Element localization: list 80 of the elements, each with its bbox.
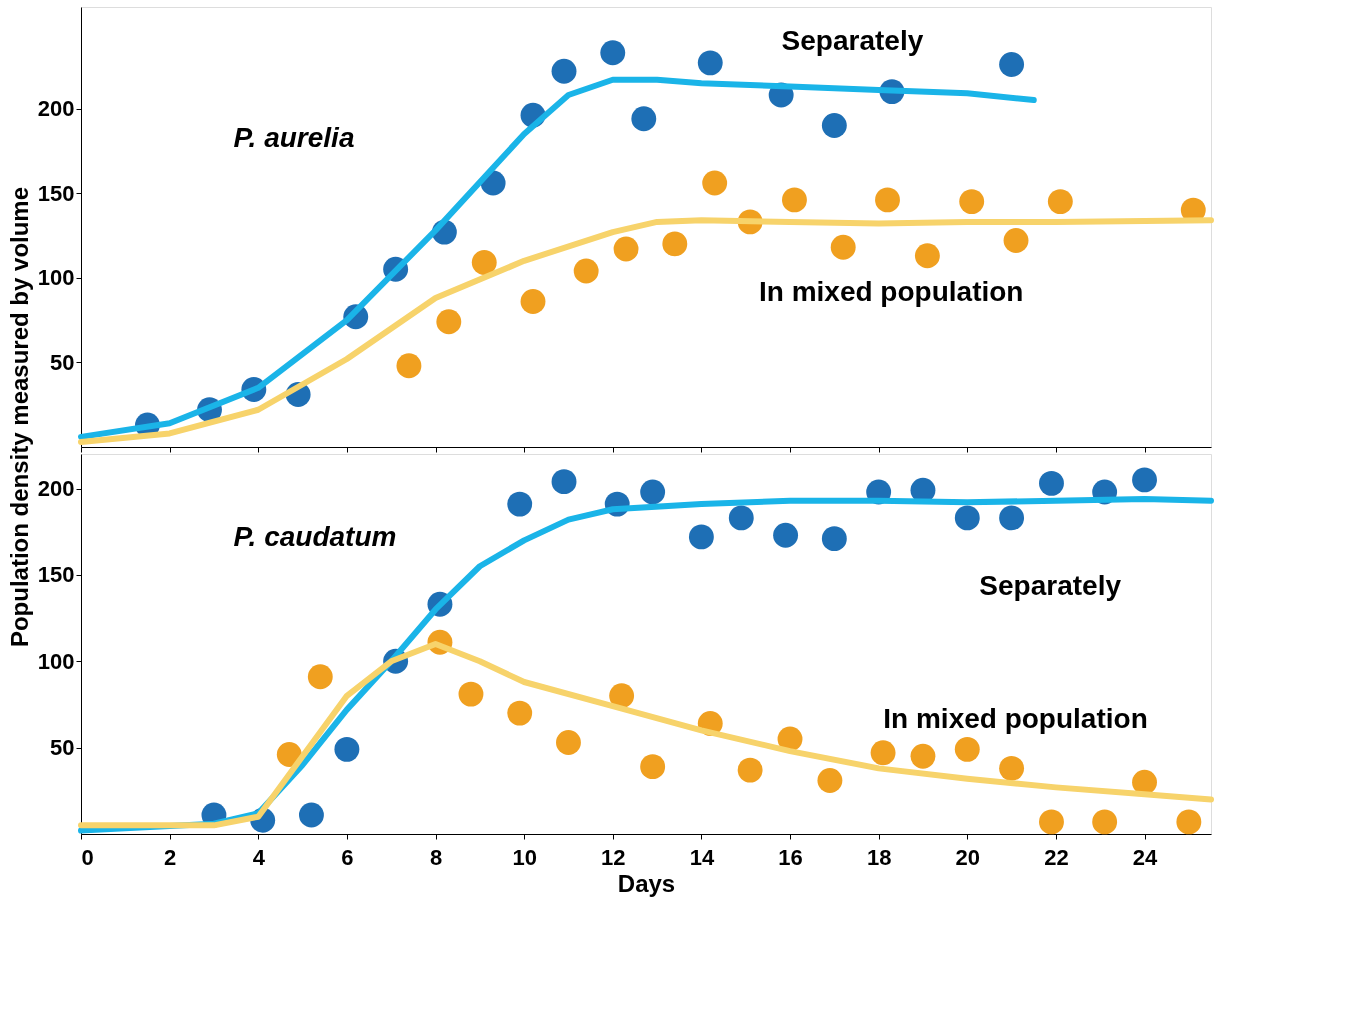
y-tick-label: 200 [37, 476, 75, 502]
point [821, 113, 847, 138]
annotation: Separately [979, 570, 1122, 601]
point [556, 730, 581, 755]
annotation: In mixed population [759, 276, 1024, 307]
point [396, 353, 422, 379]
point [999, 755, 1025, 781]
point [1132, 769, 1157, 795]
point [830, 234, 856, 260]
point [821, 526, 847, 552]
point [1003, 228, 1029, 253]
y-tick-label: 150 [37, 180, 75, 206]
point [688, 524, 714, 550]
x-tick-label: 24 [1132, 844, 1159, 870]
x-axis-title: Days [617, 869, 676, 897]
point [1176, 809, 1202, 835]
point [999, 52, 1025, 77]
point [640, 479, 666, 505]
point [999, 505, 1025, 531]
x-tick-label: 18 [866, 844, 892, 870]
y-tick-label: 100 [37, 265, 75, 291]
x-tick-label: 0 [81, 844, 94, 870]
x-tick-label: 2 [164, 844, 177, 870]
point [954, 736, 980, 762]
point [551, 469, 577, 495]
point [1132, 467, 1157, 493]
point [1092, 809, 1118, 835]
y-tick-label: 100 [37, 648, 75, 674]
point [507, 700, 533, 726]
x-tick-label: 16 [778, 844, 803, 870]
point [662, 231, 688, 257]
point [954, 505, 980, 531]
point [307, 664, 333, 690]
annotation: P. aurelia [233, 122, 355, 153]
point [870, 740, 896, 766]
point [573, 258, 599, 284]
point [520, 289, 546, 314]
point [609, 683, 635, 709]
point [959, 189, 985, 215]
point [910, 743, 936, 769]
point [640, 754, 666, 780]
point [782, 187, 807, 213]
point [436, 309, 462, 335]
x-tick-label: 12 [601, 844, 626, 870]
point [875, 187, 900, 213]
point [1039, 809, 1064, 835]
x-tick-label: 20 [955, 844, 981, 870]
y-tick-label: 50 [50, 349, 75, 375]
point [702, 170, 728, 196]
annotation: Separately [781, 25, 924, 57]
point [773, 522, 799, 548]
point [631, 106, 657, 132]
point [507, 491, 533, 517]
point [817, 768, 843, 793]
point [697, 50, 723, 76]
x-tick-label: 4 [252, 844, 266, 870]
point [777, 726, 803, 752]
point [298, 802, 324, 828]
x-tick-label: 6 [341, 844, 354, 870]
point [728, 505, 754, 531]
point [551, 58, 577, 84]
point [334, 736, 360, 762]
point [737, 757, 763, 783]
point [1047, 189, 1073, 215]
annotation: P. caudatum [233, 520, 397, 552]
y-tick-label: 50 [50, 735, 75, 761]
point [1039, 470, 1064, 496]
point [613, 236, 639, 262]
y-axis-title: Population density measured by volume [6, 186, 33, 648]
point [600, 40, 626, 66]
y-tick-label: 150 [37, 562, 75, 588]
x-tick-label: 22 [1044, 844, 1069, 870]
x-tick-label: 14 [689, 844, 715, 870]
x-tick-label: 10 [512, 844, 537, 870]
point [471, 250, 497, 275]
annotation: In mixed population [883, 703, 1148, 734]
x-tick-label: 8 [429, 844, 443, 870]
point [914, 243, 940, 269]
point [458, 681, 484, 707]
y-tick-label: 200 [37, 96, 75, 122]
